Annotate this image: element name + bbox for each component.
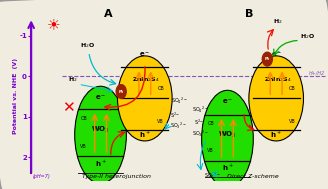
Text: e$^-$: e$^-$: [271, 50, 282, 59]
Text: Pt: Pt: [119, 90, 124, 94]
Text: SO$_4$$^{2-}$: SO$_4$$^{2-}$: [171, 95, 188, 106]
Text: SO$_4$$^{2-}$: SO$_4$$^{2-}$: [204, 171, 220, 181]
Text: VB: VB: [157, 119, 164, 124]
Ellipse shape: [75, 86, 126, 184]
Text: SO$_4$$^{2-}$: SO$_4$$^{2-}$: [192, 105, 209, 115]
Text: VB: VB: [207, 148, 214, 153]
Text: h$^+$: h$^+$: [95, 159, 106, 169]
Text: CB: CB: [157, 86, 164, 91]
Ellipse shape: [117, 56, 172, 141]
Text: H$_2$: H$_2$: [68, 75, 77, 84]
Ellipse shape: [202, 90, 253, 187]
Text: ☀: ☀: [47, 17, 60, 33]
Text: SO$_3$$^{2-}$: SO$_3$$^{2-}$: [192, 129, 209, 139]
Text: e$^-$: e$^-$: [222, 98, 233, 106]
Text: CB: CB: [289, 86, 295, 91]
Text: B: B: [245, 9, 254, 19]
Text: H$_2$O: H$_2$O: [80, 41, 95, 50]
Text: ZnIn$_2$S$_4$: ZnIn$_2$S$_4$: [133, 75, 160, 84]
Text: H$_2$: H$_2$: [273, 17, 282, 26]
Text: h$^+$: h$^+$: [139, 129, 151, 140]
Text: Pt: Pt: [265, 57, 270, 61]
Text: ✕: ✕: [62, 100, 74, 115]
Circle shape: [262, 52, 272, 66]
Text: (pH=7): (pH=7): [32, 174, 51, 179]
Text: Type-II heterojunction: Type-II heterojunction: [82, 174, 151, 179]
Text: S$^{2-}$: S$^{2-}$: [171, 110, 181, 120]
Circle shape: [116, 85, 126, 98]
Text: h$^+$: h$^+$: [270, 129, 282, 140]
Text: S$^{2-}$: S$^{2-}$: [194, 118, 204, 127]
Text: WO$_3$: WO$_3$: [91, 125, 110, 135]
Text: CB: CB: [207, 121, 214, 126]
Text: Direct Z-scheme: Direct Z-scheme: [227, 174, 278, 179]
Text: A: A: [104, 9, 112, 19]
Y-axis label: Potential vs. NHE  (V): Potential vs. NHE (V): [13, 58, 18, 134]
Text: ZnIn$_2$S$_4$: ZnIn$_2$S$_4$: [264, 75, 292, 84]
Text: e$^-$: e$^-$: [139, 50, 151, 59]
Text: h$^+$: h$^+$: [222, 163, 233, 173]
Text: SO$_3$$^{2-}$: SO$_3$$^{2-}$: [171, 121, 187, 131]
Text: WO$_3$: WO$_3$: [218, 130, 237, 140]
Text: H$_2$O: H$_2$O: [299, 32, 315, 41]
Text: e$^-$: e$^-$: [95, 93, 106, 102]
Ellipse shape: [249, 56, 303, 141]
Text: VB: VB: [80, 144, 87, 149]
Text: VB: VB: [289, 119, 295, 124]
Text: H+/H2: H+/H2: [309, 70, 325, 75]
Text: CB: CB: [80, 116, 87, 121]
